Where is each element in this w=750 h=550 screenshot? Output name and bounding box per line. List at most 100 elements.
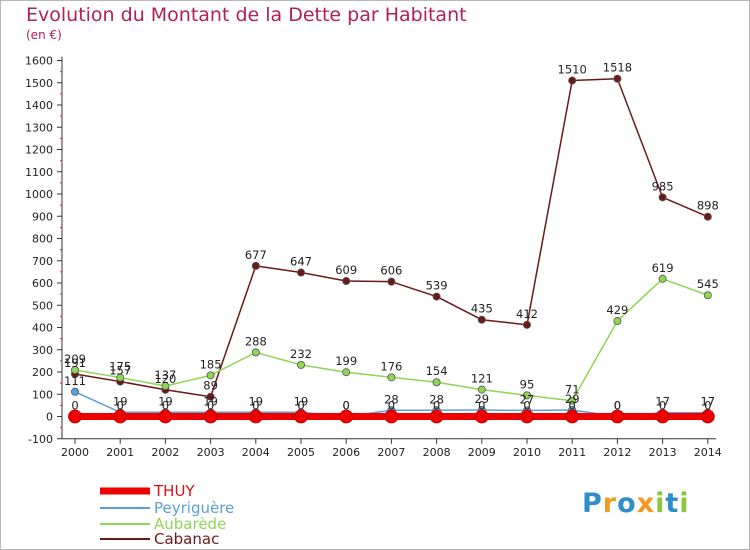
y-tick-label: 400 bbox=[32, 322, 53, 335]
data-point bbox=[703, 291, 712, 300]
series-aubarède bbox=[71, 274, 712, 405]
data-point bbox=[387, 277, 396, 286]
data-label: 0 bbox=[614, 399, 621, 413]
data-point bbox=[520, 409, 534, 424]
data-label: 0 bbox=[117, 399, 124, 413]
x-tick-label: 2004 bbox=[242, 446, 270, 459]
data-label: 0 bbox=[569, 399, 576, 413]
data-label: 232 bbox=[290, 347, 312, 361]
data-label: 89 bbox=[203, 379, 218, 393]
x-tick-label: 2000 bbox=[61, 446, 89, 459]
x-tick-label: 2002 bbox=[151, 446, 179, 459]
y-tick-label: 600 bbox=[32, 277, 53, 290]
y-tick-label: 1200 bbox=[25, 144, 53, 157]
y-tick-label: -100 bbox=[28, 433, 53, 446]
y-tick-label: 1600 bbox=[25, 55, 53, 68]
data-point bbox=[700, 409, 715, 424]
legend-label: Peyriguère bbox=[154, 499, 234, 517]
data-point bbox=[71, 365, 80, 374]
data-label: 19 bbox=[294, 394, 309, 408]
data-point bbox=[251, 348, 260, 357]
data-label: 647 bbox=[290, 255, 312, 269]
data-label: 1518 bbox=[603, 61, 632, 75]
data-point bbox=[158, 409, 173, 424]
brand-letter: r bbox=[602, 488, 618, 519]
data-label: 435 bbox=[471, 302, 493, 316]
data-label: 19 bbox=[248, 394, 263, 408]
data-label: 0 bbox=[523, 399, 530, 413]
data-label: 28 bbox=[429, 392, 444, 406]
x-tick-label: 2003 bbox=[197, 446, 225, 459]
brand-letter: t bbox=[665, 488, 680, 519]
data-label: 17 bbox=[655, 395, 670, 409]
data-point bbox=[568, 76, 577, 85]
y-tick-label: 1100 bbox=[25, 166, 53, 179]
data-point bbox=[206, 392, 215, 401]
y-tick-label: 1300 bbox=[25, 121, 53, 134]
y-tick-label: 800 bbox=[32, 233, 53, 246]
data-label: 0 bbox=[388, 399, 395, 413]
data-label: 609 bbox=[335, 263, 357, 277]
data-point bbox=[113, 409, 128, 424]
data-label: 898 bbox=[697, 199, 719, 213]
data-point bbox=[613, 74, 622, 83]
data-label: 677 bbox=[245, 248, 267, 262]
data-label: 0 bbox=[343, 399, 350, 413]
data-label: 121 bbox=[471, 372, 493, 386]
x-tick-label: 2013 bbox=[649, 446, 677, 459]
data-point bbox=[251, 261, 260, 270]
data-point bbox=[523, 320, 532, 329]
data-point bbox=[203, 409, 218, 424]
data-point bbox=[432, 292, 441, 301]
data-label: 545 bbox=[697, 277, 719, 291]
legend-label: Cabanac bbox=[154, 530, 219, 548]
data-label: 157 bbox=[109, 364, 131, 378]
data-label: 606 bbox=[380, 264, 402, 278]
data-point bbox=[68, 409, 82, 424]
brand-letter: P bbox=[582, 488, 603, 519]
data-point bbox=[477, 385, 486, 394]
series-thuy bbox=[68, 409, 715, 424]
data-point bbox=[342, 276, 351, 285]
y-tick-label: 200 bbox=[32, 366, 53, 379]
data-label: 29 bbox=[474, 392, 489, 406]
data-point bbox=[116, 373, 125, 382]
data-label: 0 bbox=[659, 399, 666, 413]
data-label: 288 bbox=[245, 334, 267, 348]
data-point bbox=[613, 317, 622, 326]
data-point bbox=[296, 360, 305, 369]
data-point bbox=[655, 409, 670, 424]
data-label: 176 bbox=[380, 359, 402, 373]
data-label: 95 bbox=[520, 377, 535, 391]
data-point bbox=[206, 371, 215, 380]
x-tick-label: 2006 bbox=[332, 446, 360, 459]
data-point bbox=[342, 368, 351, 377]
data-label: 1510 bbox=[558, 63, 587, 77]
data-label: 120 bbox=[154, 372, 176, 386]
data-label: 0 bbox=[297, 399, 304, 413]
data-label: 619 bbox=[652, 261, 674, 275]
y-tick-label: 1500 bbox=[25, 77, 53, 90]
y-tick-label: 300 bbox=[32, 344, 53, 357]
data-label: 175 bbox=[109, 360, 131, 374]
data-point bbox=[296, 268, 305, 277]
data-point bbox=[294, 409, 308, 424]
data-point bbox=[384, 409, 399, 424]
brand-letter: i bbox=[655, 488, 666, 519]
data-label: 19 bbox=[158, 394, 173, 408]
data-point bbox=[161, 382, 170, 391]
data-label: 0 bbox=[162, 399, 169, 413]
data-label: 71 bbox=[565, 383, 580, 397]
data-point bbox=[432, 378, 441, 387]
data-label: 0 bbox=[433, 399, 440, 413]
data-point bbox=[429, 409, 444, 424]
data-point bbox=[248, 409, 263, 424]
data-label: 412 bbox=[516, 307, 538, 321]
data-label: 19 bbox=[203, 394, 218, 408]
data-label: 29 bbox=[565, 392, 580, 406]
data-label: 28 bbox=[384, 392, 399, 406]
data-label: 0 bbox=[252, 399, 259, 413]
chart-unit-label: (en €) bbox=[26, 28, 62, 42]
